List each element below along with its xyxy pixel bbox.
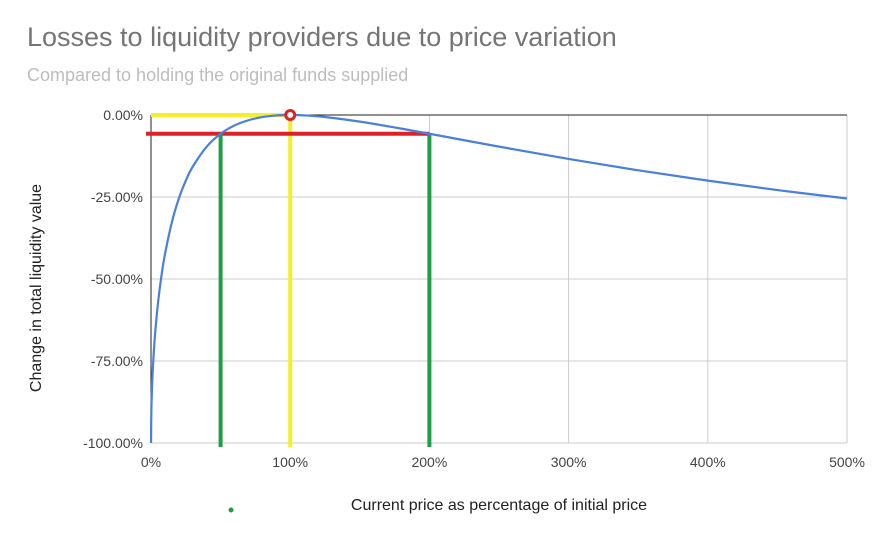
highlight-point [284, 109, 297, 121]
x-axis-label: Current price as percentage of initial p… [351, 497, 647, 514]
y-axis-label: Change in total liquidity value [28, 184, 45, 392]
tick-labels: 0% 100% 200% 300% 400% 500% 0.00% -25.00% -50.00… [83, 107, 865, 470]
series-layer [149, 113, 848, 444]
x-tick-label: 400% [690, 454, 726, 470]
y-tick-label: -25.00% [91, 189, 143, 205]
annotations [146, 113, 432, 447]
x-tick-label: 100% [272, 454, 308, 470]
gridlines [150, 114, 848, 444]
chart-subtitle: Compared to holding the original funds s… [27, 65, 409, 85]
marker-layer [284, 109, 297, 121]
chart-title: Losses to liquidity providers due to pri… [27, 22, 617, 52]
series-line [149, 113, 848, 444]
y-tick-label: 0.00% [103, 107, 143, 123]
y-tick-label: -75.00% [91, 353, 143, 369]
x-tick-label: 200% [411, 454, 447, 470]
x-tick-label: 500% [829, 454, 865, 470]
y-tick-label: -50.00% [91, 271, 143, 287]
y-tick-label: -100.00% [83, 435, 143, 451]
legend-marker [228, 507, 234, 513]
x-tick-label: 300% [551, 454, 587, 470]
x-tick-label: 0% [141, 454, 161, 470]
